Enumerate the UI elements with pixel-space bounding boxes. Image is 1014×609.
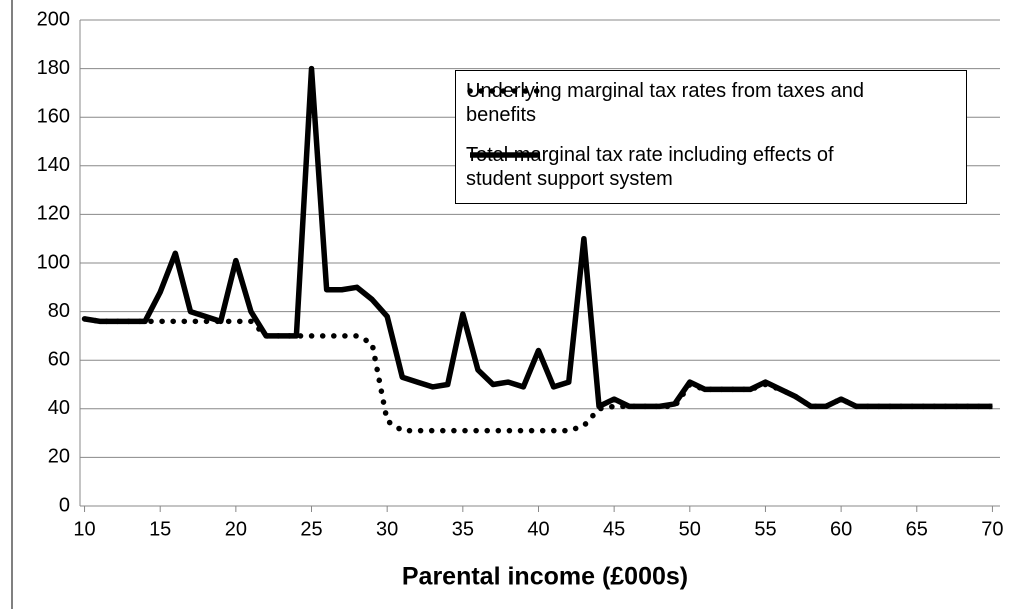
x-tick-label: 50	[679, 518, 701, 540]
y-tick-label: 80	[48, 300, 70, 322]
x-tick-label: 15	[149, 518, 171, 540]
series-line	[84, 65, 993, 410]
series-line	[81, 316, 996, 434]
x-tick-label: 65	[906, 518, 928, 540]
legend-label: Underlying marginal tax rates from taxes…	[466, 80, 864, 126]
y-tick-label: 180	[37, 57, 70, 79]
y-tick-label: 20	[48, 446, 70, 468]
y-tick-label: 0	[59, 494, 70, 516]
legend: Underlying marginal tax rates from taxes…	[455, 70, 967, 204]
y-tick-label: 100	[37, 251, 70, 273]
y-tick-label: 40	[48, 397, 70, 419]
y-tick-label: 120	[37, 203, 70, 225]
legend-label: Total marginal tax rate including effect…	[466, 144, 834, 190]
legend-item: Underlying marginal tax rates from taxes…	[466, 79, 876, 127]
y-tick-label: 140	[37, 154, 70, 176]
x-tick-label: 35	[452, 518, 474, 540]
y-tick-label: 60	[48, 348, 70, 370]
x-tick-label: 20	[225, 518, 247, 540]
x-tick-label: 10	[73, 518, 95, 540]
y-tick-label: 160	[37, 105, 70, 127]
x-tick-label: 45	[603, 518, 625, 540]
legend-swatch	[470, 152, 540, 158]
legend-swatch	[467, 88, 543, 94]
x-tick-label: 30	[376, 518, 398, 540]
legend-item: Total marginal tax rate including effect…	[466, 143, 876, 191]
x-tick-label: 70	[981, 518, 1003, 540]
y-tick-label: 200	[37, 8, 70, 30]
x-tick-label: 55	[754, 518, 776, 540]
x-tick-label: 25	[300, 518, 322, 540]
x-axis-title: Parental income (£000s)	[402, 563, 688, 591]
x-tick-label: 60	[830, 518, 852, 540]
x-tick-label: 40	[527, 518, 549, 540]
